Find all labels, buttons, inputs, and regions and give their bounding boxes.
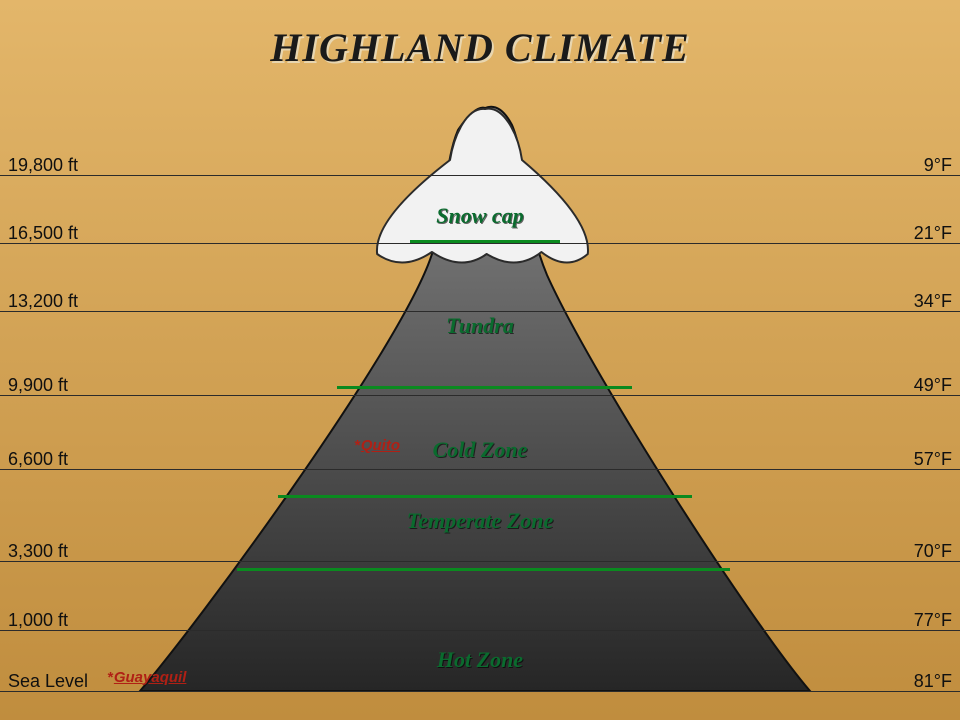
highland-climate-diagram: HIGHLAND CLIMATE Sea Level 81°F 1,000 ft 77… — [0, 0, 960, 720]
zone-label: Snow cap — [0, 203, 960, 229]
mountain-graphic — [0, 0, 960, 720]
temperature-label: 77°F — [914, 610, 952, 631]
temperature-label: 81°F — [914, 671, 952, 692]
city-name: Quito — [361, 437, 400, 454]
elevation-line — [0, 561, 960, 562]
elevation-line — [0, 469, 960, 470]
city-name: Guayaquil — [114, 669, 187, 686]
city-label: *Quito — [354, 437, 400, 454]
zone-divider — [337, 386, 632, 389]
elevation-label: 1,000 ft — [8, 610, 68, 631]
elevation-label: 9,900 ft — [8, 375, 68, 396]
star-icon: * — [107, 669, 113, 686]
elevation-label: Sea Level — [8, 671, 88, 692]
star-icon: * — [354, 437, 360, 454]
elevation-line — [0, 630, 960, 631]
zone-label: Cold Zone — [0, 437, 960, 463]
elevation-line — [0, 311, 960, 312]
elevation-line — [0, 175, 960, 176]
temperature-label: 9°F — [924, 155, 952, 176]
zone-label: Tundra — [0, 313, 960, 339]
zone-divider — [278, 495, 692, 498]
elevation-label: 19,800 ft — [8, 155, 78, 176]
temperature-label: 49°F — [914, 375, 952, 396]
elevation-line — [0, 395, 960, 396]
zone-divider — [237, 568, 730, 571]
temperature-label: 34°F — [914, 291, 952, 312]
zone-divider — [410, 240, 560, 243]
elevation-label: 13,200 ft — [8, 291, 78, 312]
city-label: *Guayaquil — [107, 669, 186, 686]
elevation-line — [0, 691, 960, 692]
temperature-label: 70°F — [914, 541, 952, 562]
elevation-line — [0, 243, 960, 244]
diagram-title: HIGHLAND CLIMATE — [0, 24, 960, 71]
elevation-label: 3,300 ft — [8, 541, 68, 562]
zone-label: Temperate Zone — [0, 508, 960, 534]
